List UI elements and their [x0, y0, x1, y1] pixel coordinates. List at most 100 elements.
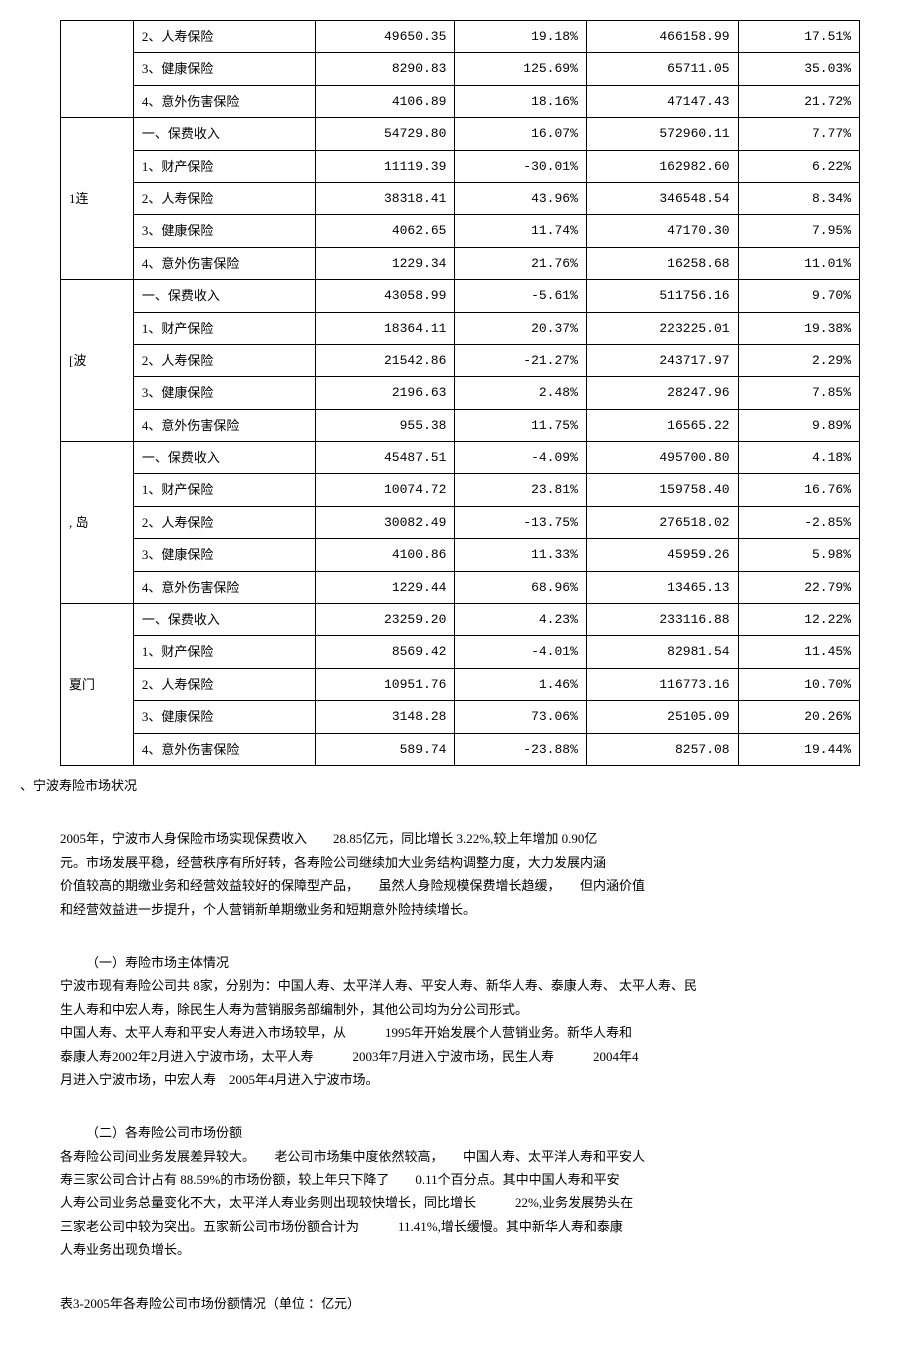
paragraph-1: 2005年，宁波市人身保险市场实现保费收入 28.85亿元，同比增长 3.22%…	[60, 827, 860, 921]
value-cell: 73.06%	[455, 701, 586, 733]
value-cell: 11119.39	[315, 150, 455, 182]
value-cell: 16.07%	[455, 118, 586, 150]
value-cell: 38318.41	[315, 182, 455, 214]
value-cell: -23.88%	[455, 733, 586, 765]
value-cell: 16565.22	[586, 409, 738, 441]
value-cell: 511756.16	[586, 280, 738, 312]
item-cell: 2、人寿保险	[133, 21, 315, 53]
value-cell: 19.18%	[455, 21, 586, 53]
value-cell: 16258.68	[586, 247, 738, 279]
value-cell: 23.81%	[455, 474, 586, 506]
value-cell: 223225.01	[586, 312, 738, 344]
value-cell: 1.46%	[455, 668, 586, 700]
table-row: 1、财产保险11119.39-30.01%162982.606.22%	[61, 150, 860, 182]
value-cell: 7.77%	[738, 118, 859, 150]
value-cell: 2.48%	[455, 377, 586, 409]
item-cell: 一、保费收入	[133, 280, 315, 312]
value-cell: 159758.40	[586, 474, 738, 506]
item-cell: 2、人寿保险	[133, 344, 315, 376]
value-cell: 9.70%	[738, 280, 859, 312]
value-cell: 1229.44	[315, 571, 455, 603]
city-cell: [波	[61, 280, 134, 442]
value-cell: 54729.80	[315, 118, 455, 150]
table-row: 2、人寿保险49650.3519.18%466158.9917.51%	[61, 21, 860, 53]
value-cell: 466158.99	[586, 21, 738, 53]
value-cell: 21.76%	[455, 247, 586, 279]
item-cell: 1、财产保险	[133, 150, 315, 182]
table-row: [波一、保费收入43058.99-5.61%511756.169.70%	[61, 280, 860, 312]
para3-heading: （二）各寿险公司市场份额	[60, 1121, 860, 1144]
value-cell: 955.38	[315, 409, 455, 441]
value-cell: 10951.76	[315, 668, 455, 700]
value-cell: 16.76%	[738, 474, 859, 506]
value-cell: 10.70%	[738, 668, 859, 700]
value-cell: 45487.51	[315, 442, 455, 474]
item-cell: 3、健康保险	[133, 215, 315, 247]
value-cell: 22.79%	[738, 571, 859, 603]
table-row: 3、健康保险4100.8611.33%45959.265.98%	[61, 539, 860, 571]
value-cell: 19.44%	[738, 733, 859, 765]
value-cell: 45959.26	[586, 539, 738, 571]
value-cell: 28247.96	[586, 377, 738, 409]
para2-line2: 生人寿和中宏人寿，除民生人寿为营销服务部编制外，其他公司均为分公司形式。	[60, 998, 860, 1021]
table-row: 2、人寿保险21542.86-21.27%243717.972.29%	[61, 344, 860, 376]
para3-line5: 人寿业务出现负增长。	[60, 1238, 860, 1261]
item-cell: 4、意外伤害保险	[133, 409, 315, 441]
value-cell: 23259.20	[315, 604, 455, 636]
item-cell: 一、保费收入	[133, 604, 315, 636]
table-row: 4、意外伤害保险1229.4468.96%13465.1322.79%	[61, 571, 860, 603]
value-cell: 47170.30	[586, 215, 738, 247]
para1-line2: 元。市场发展平稳，经营秩序有所好转，各寿险公司继续加大业务结构调整力度，大力发展…	[60, 851, 860, 874]
value-cell: 68.96%	[455, 571, 586, 603]
value-cell: 18364.11	[315, 312, 455, 344]
item-cell: 4、意外伤害保险	[133, 247, 315, 279]
para3-line1: 各寿险公司间业务发展差异较大。 老公司市场集中度依然较高， 中国人寿、太平洋人寿…	[60, 1145, 860, 1168]
value-cell: 82981.54	[586, 636, 738, 668]
item-cell: 2、人寿保险	[133, 182, 315, 214]
value-cell: 3148.28	[315, 701, 455, 733]
table-row: 3、健康保险2196.632.48%28247.967.85%	[61, 377, 860, 409]
table-row: 4、意外伤害保险4106.8918.16%47147.4321.72%	[61, 85, 860, 117]
value-cell: 8257.08	[586, 733, 738, 765]
value-cell: 43058.99	[315, 280, 455, 312]
value-cell: 4062.65	[315, 215, 455, 247]
table-row: 4、意外伤害保险955.3811.75%16565.229.89%	[61, 409, 860, 441]
item-cell: 4、意外伤害保险	[133, 85, 315, 117]
item-cell: 一、保费收入	[133, 118, 315, 150]
table-row: 2、人寿保险30082.49-13.75%276518.02-2.85%	[61, 506, 860, 538]
value-cell: -21.27%	[455, 344, 586, 376]
item-cell: 3、健康保险	[133, 53, 315, 85]
value-cell: 21542.86	[315, 344, 455, 376]
table-row: 4、意外伤害保险1229.3421.76%16258.6811.01%	[61, 247, 860, 279]
value-cell: 589.74	[315, 733, 455, 765]
table-row: 夏门一、保费收入23259.204.23%233116.8812.22%	[61, 604, 860, 636]
value-cell: 11.75%	[455, 409, 586, 441]
value-cell: 346548.54	[586, 182, 738, 214]
para1-line3: 价值较高的期缴业务和经营效益较好的保障型产品， 虽然人身险规模保费增长趋缓， 但…	[60, 874, 860, 897]
value-cell: 11.74%	[455, 215, 586, 247]
table-row: 2、人寿保险10951.761.46%116773.1610.70%	[61, 668, 860, 700]
para1-line1: 2005年，宁波市人身保险市场实现保费收入 28.85亿元，同比增长 3.22%…	[60, 827, 860, 850]
value-cell: 47147.43	[586, 85, 738, 117]
value-cell: -30.01%	[455, 150, 586, 182]
city-cell: 1连	[61, 118, 134, 280]
value-cell: 13465.13	[586, 571, 738, 603]
para2-heading: （一）寿险市场主体情况	[60, 951, 860, 974]
paragraph-3: （二）各寿险公司市场份额 各寿险公司间业务发展差异较大。 老公司市场集中度依然较…	[60, 1121, 860, 1261]
item-cell: 1、财产保险	[133, 636, 315, 668]
para2-line4: 泰康人寿2002年2月进入宁波市场，太平人寿 2003年7月进入宁波市场，民生人…	[60, 1045, 860, 1068]
para2-line5: 月进入宁波市场，中宏人寿 2005年4月进入宁波市场。	[60, 1068, 860, 1091]
value-cell: 25105.09	[586, 701, 738, 733]
city-cell: 夏门	[61, 604, 134, 766]
item-cell: 一、保费收入	[133, 442, 315, 474]
value-cell: 20.26%	[738, 701, 859, 733]
value-cell: 17.51%	[738, 21, 859, 53]
value-cell: -13.75%	[455, 506, 586, 538]
value-cell: 20.37%	[455, 312, 586, 344]
value-cell: 65711.05	[586, 53, 738, 85]
city-cell: , 岛	[61, 442, 134, 604]
value-cell: 572960.11	[586, 118, 738, 150]
value-cell: 11.33%	[455, 539, 586, 571]
value-cell: 7.85%	[738, 377, 859, 409]
value-cell: 30082.49	[315, 506, 455, 538]
